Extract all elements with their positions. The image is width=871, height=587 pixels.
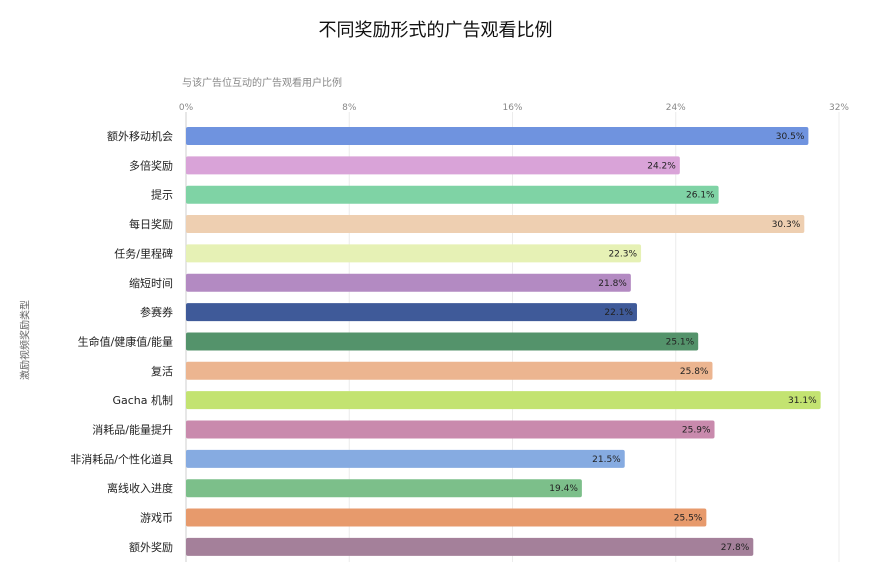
value-label: 30.5% [776, 132, 805, 142]
category-labels: 额外移动机会多倍奖励提示每日奖励任务/里程碑缩短时间参赛券生命值/健康值/能量复… [70, 129, 173, 554]
x-tick-label: 0% [179, 103, 194, 113]
bar [186, 215, 805, 234]
category-label: 离线收入进度 [107, 481, 173, 495]
value-label: 25.1% [666, 337, 695, 347]
x-tick-label: 32% [829, 103, 849, 113]
value-label: 21.5% [592, 455, 621, 465]
bar [186, 537, 754, 556]
bar [186, 332, 699, 351]
bar [186, 185, 719, 204]
category-label: 提示 [151, 189, 173, 202]
category-label: 复活 [151, 364, 173, 378]
category-label: 参赛券 [140, 305, 173, 319]
category-label: 额外移动机会 [107, 129, 173, 143]
bar [186, 361, 713, 380]
bars [186, 127, 821, 556]
bar [186, 127, 809, 145]
value-label: 21.8% [598, 279, 627, 289]
category-label: Gacha 机制 [112, 393, 173, 407]
bar [186, 449, 625, 468]
value-label: 27.8% [721, 543, 750, 553]
x-tick-label: 8% [342, 103, 357, 113]
category-label: 任务/里程碑 [114, 247, 173, 260]
value-label: 25.8% [680, 367, 709, 377]
category-label: 消耗品/能量提升 [92, 423, 173, 437]
bar [186, 156, 680, 175]
bar [186, 244, 642, 263]
category-label: 每日奖励 [129, 217, 173, 231]
value-label: 22.3% [608, 249, 637, 259]
bar [186, 508, 707, 527]
value-label: 31.1% [788, 396, 817, 406]
value-labels: 30.5% 24.2% 26.1% 30.3% 22.3% 21.8% 22.1% 25.1%… [549, 132, 817, 553]
value-label: 25.5% [674, 514, 703, 524]
x-tick-label: 24% [666, 103, 686, 113]
value-label: 25.9% [682, 426, 711, 436]
value-label: 19.4% [549, 484, 578, 494]
category-label: 多倍奖励 [129, 158, 173, 172]
chart-subtitle: 与该广告位互动的广告观看用户比例 [182, 78, 342, 89]
chart-title: 不同奖励形式的广告观看比例 [318, 20, 553, 41]
category-label: 额外奖励 [129, 540, 173, 554]
value-label: 24.2% [647, 161, 676, 171]
bar [186, 479, 582, 498]
value-label: 22.1% [604, 308, 633, 318]
category-label: 游戏币 [140, 512, 173, 525]
category-label: 生命值/健康值/能量 [78, 334, 173, 348]
category-label: 非消耗品/个性化道具 [70, 452, 173, 466]
value-label: 30.3% [772, 220, 801, 230]
bar [186, 303, 637, 322]
x-tick-label: 16% [502, 103, 522, 113]
bar [186, 420, 715, 439]
bar [186, 391, 821, 410]
x-tick-labels: 0% 8% 16% 24% 32% [179, 103, 850, 113]
bar [186, 273, 631, 292]
value-label: 26.1% [686, 191, 715, 201]
category-label: 缩短时间 [129, 276, 173, 290]
